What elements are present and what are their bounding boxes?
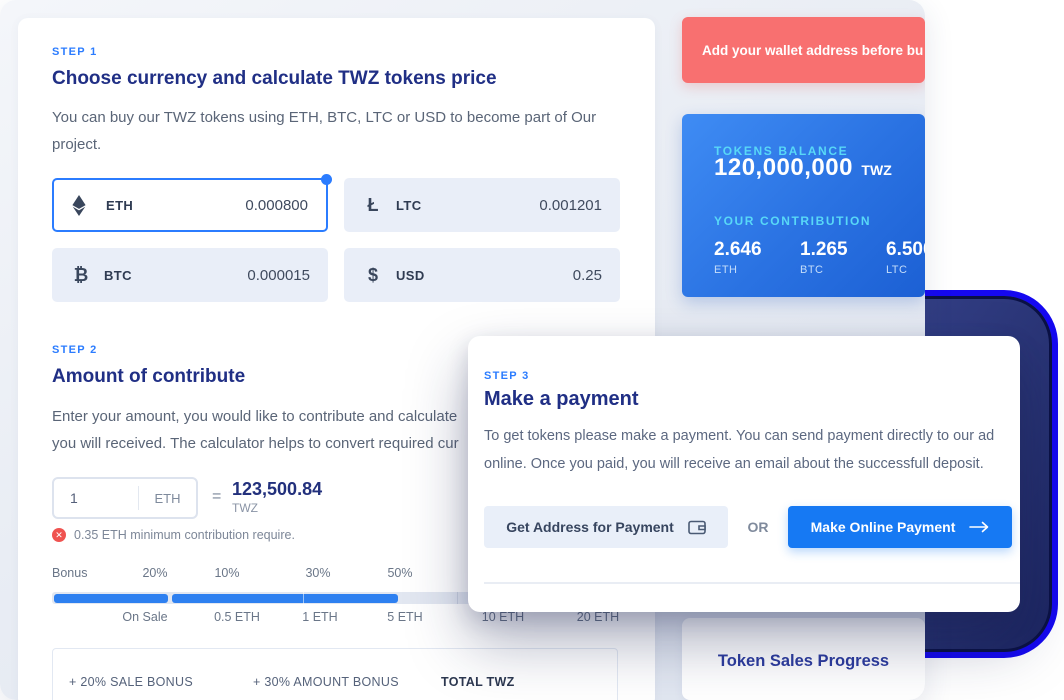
- contribution-value: 2.646: [714, 239, 762, 260]
- bonus-percent-label: 20%: [142, 566, 168, 580]
- contribution-btc: 1.265 BTC: [800, 239, 848, 276]
- bonus-summary-box: + 20% SALE BONUS + 30% AMOUNT BONUS TOTA…: [52, 648, 618, 700]
- bonus-bar-segment: [172, 593, 398, 603]
- contribution-currency: LTC: [886, 264, 908, 276]
- error-icon: ✕: [52, 528, 66, 542]
- get-address-button-label: Get Address for Payment: [506, 519, 674, 535]
- step2-label: STEP 2: [52, 344, 98, 356]
- step1-description: You can buy our TWZ tokens using ETH, BT…: [52, 109, 597, 153]
- modal-divider: [484, 582, 1020, 584]
- bonus-tick-label: 0.5 ETH: [214, 610, 260, 624]
- balance-number: 120,000,000: [714, 154, 853, 181]
- currency-code: BTC: [104, 267, 132, 283]
- wallet-alert-banner: Add your wallet address before bu: [682, 17, 925, 83]
- bonus-bar-segment: [54, 593, 168, 603]
- step3-label: STEP 3: [484, 370, 530, 382]
- currency-tile-ltc[interactable]: Ł LTC 0.001201: [344, 178, 620, 232]
- amount-input[interactable]: [54, 490, 138, 506]
- input-divider: [138, 486, 139, 510]
- make-online-payment-button[interactable]: Make Online Payment: [788, 506, 1012, 548]
- amount-bonus-label: + 30% AMOUNT BONUS: [253, 675, 399, 689]
- bitcoin-icon: ₿: [73, 264, 89, 286]
- amount-currency-label: ETH: [154, 490, 181, 506]
- your-contribution-label: YOUR CONTRIBUTION: [714, 214, 872, 228]
- tokens-balance-label: TOKENS BALANCE: [714, 144, 849, 158]
- token-sales-progress-card: Token Sales Progress: [682, 618, 925, 700]
- tokens-balance-value: 120,000,000 TWZ: [714, 154, 892, 182]
- balance-unit: TWZ: [861, 162, 892, 178]
- make-payment-modal: STEP 3 Make a payment To get tokens plea…: [468, 336, 1020, 612]
- tokens-balance-card: TOKENS BALANCE 120,000,000 TWZ YOUR CONT…: [682, 114, 925, 297]
- currency-rate: 0.000015: [247, 266, 310, 284]
- contribution-value: 6.500: [886, 239, 925, 260]
- step3-description-line2: online. Once you paid, you will receive …: [484, 456, 984, 472]
- bonus-tick-label: 10 ETH: [481, 610, 525, 624]
- currency-tile-btc[interactable]: ₿ BTC 0.000015: [52, 248, 328, 302]
- token-sales-progress-title: Token Sales Progress: [717, 652, 890, 670]
- bonus-tick-label: 1 ETH: [302, 610, 338, 624]
- bar-divider: [303, 592, 304, 604]
- currency-tile-usd[interactable]: $ USD 0.25: [344, 248, 620, 302]
- step2-description-line1: Enter your amount, you would like to con…: [52, 408, 458, 425]
- currency-code: LTC: [396, 197, 422, 213]
- bonus-axis-label: Bonus: [52, 566, 88, 580]
- step2-description-line2: you will received. The calculator helps …: [52, 435, 459, 452]
- currency-rate: 0.25: [572, 266, 602, 284]
- selected-dot: [321, 174, 332, 185]
- bonus-tick-label: 5 ETH: [387, 610, 423, 624]
- currency-rate: 0.001201: [539, 196, 602, 214]
- make-online-payment-label: Make Online Payment: [810, 519, 956, 535]
- sale-bonus-label: + 20% SALE BONUS: [69, 675, 193, 689]
- step3-title: Make a payment: [484, 388, 639, 410]
- contribution-currency: ETH: [714, 264, 738, 276]
- contribution-value: 1.265: [800, 239, 848, 260]
- step1-title: Choose currency and calculate TWZ tokens…: [52, 68, 497, 89]
- total-twz-label: TOTAL TWZ: [441, 675, 515, 689]
- arrow-right-icon: [969, 521, 989, 533]
- contribution-currency: BTC: [800, 264, 824, 276]
- step2-title: Amount of contribute: [52, 366, 246, 387]
- bonus-tick-label: 20 ETH: [576, 610, 620, 624]
- result-value: 123,500.84: [232, 479, 323, 499]
- min-contribution-error: ✕ 0.35 ETH minimum contribution require.: [52, 528, 295, 542]
- error-text: 0.35 ETH minimum contribution require.: [74, 528, 295, 542]
- currency-code: ETH: [106, 197, 134, 213]
- bonus-percent-label: 30%: [305, 566, 331, 580]
- bonus-tick-label: On Sale: [122, 610, 168, 624]
- wallet-icon: [687, 520, 706, 535]
- litecoin-icon: Ł: [367, 194, 379, 215]
- bonus-percent-label: 10%: [214, 566, 240, 580]
- step1-label: STEP 1: [52, 46, 98, 58]
- equals-sign: =: [212, 488, 222, 505]
- or-separator: OR: [747, 519, 769, 535]
- currency-code: USD: [396, 267, 425, 283]
- ethereum-icon: [72, 194, 94, 216]
- bonus-percent-label: 50%: [387, 566, 413, 580]
- amount-input-group: ETH: [52, 477, 198, 519]
- step3-description-line1: To get tokens please make a payment. You…: [484, 428, 995, 444]
- wallet-alert-text: Add your wallet address before bu: [702, 42, 924, 58]
- dollar-icon: $: [367, 264, 378, 285]
- get-address-button[interactable]: Get Address for Payment: [484, 506, 728, 548]
- currency-rate: 0.000800: [245, 196, 308, 214]
- contribution-eth: 2.646 ETH: [714, 239, 762, 276]
- contribution-ltc: 6.500 LTC: [886, 239, 925, 276]
- currency-tile-eth[interactable]: ETH 0.000800: [52, 174, 332, 232]
- bar-divider: [457, 592, 458, 604]
- result-currency: TWZ: [232, 501, 258, 515]
